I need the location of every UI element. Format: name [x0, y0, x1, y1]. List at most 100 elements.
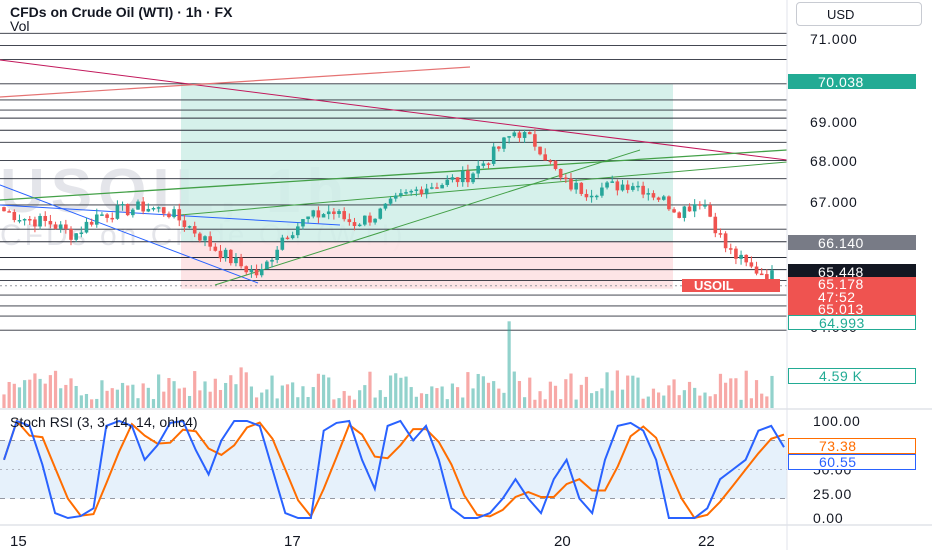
candle [53, 224, 58, 229]
volume-bar [765, 396, 769, 408]
candle [110, 217, 115, 220]
currency-selector[interactable]: USD [796, 2, 922, 26]
volume-bar [33, 373, 37, 408]
candle [203, 236, 207, 241]
candle [100, 214, 104, 216]
volume-bar [280, 385, 284, 408]
volume-bar [522, 397, 527, 408]
trend-line [0, 149, 788, 201]
volume-bar [285, 384, 290, 408]
candle [357, 224, 362, 227]
candle [435, 187, 439, 189]
candle [594, 195, 599, 198]
volume-bar [703, 392, 707, 408]
candle [569, 178, 573, 190]
candle [275, 249, 279, 260]
volume-bar [553, 385, 558, 408]
volume-bar [275, 398, 279, 408]
volume-bar [12, 383, 16, 408]
volume-bar [270, 375, 274, 408]
candle [548, 160, 553, 163]
candle [198, 233, 202, 241]
candle [677, 212, 682, 218]
candle [589, 195, 594, 198]
volume-bar [388, 375, 393, 408]
volume-bar [291, 382, 295, 408]
candle [228, 249, 233, 264]
volume-bar [234, 384, 238, 408]
volume-bar [115, 389, 119, 408]
candle [285, 237, 290, 240]
candle [105, 214, 109, 218]
candle [182, 220, 187, 227]
candle [656, 197, 661, 200]
volume-bar [105, 390, 109, 408]
time-axis-label: 22 [698, 533, 715, 550]
volume-bar [327, 377, 331, 408]
candle [316, 210, 321, 218]
candle [445, 179, 450, 185]
volume-bar [533, 399, 537, 408]
volume-bar [342, 391, 346, 408]
volume-bar [698, 395, 702, 408]
price-tick-label: 71.000 [810, 31, 858, 47]
stoch-k-tag: 73.38 [788, 438, 916, 454]
volume-bar [435, 388, 439, 408]
candle [460, 170, 465, 183]
volume-bar [126, 385, 130, 408]
trend-line [0, 59, 788, 161]
price-tick-label: 69.000 [810, 114, 858, 130]
candle [22, 219, 27, 221]
volume-bar [203, 381, 207, 408]
candle [636, 185, 640, 188]
candle [156, 207, 161, 209]
candle [455, 177, 460, 183]
volume-bar [120, 382, 125, 408]
candle [223, 249, 228, 259]
candle [352, 222, 357, 227]
candle [12, 211, 17, 221]
candle [321, 214, 326, 218]
candle [136, 201, 140, 210]
volume-bar [543, 399, 547, 408]
candle [208, 236, 212, 247]
volume-bar [646, 396, 650, 408]
volume-bar [394, 373, 398, 408]
volume-bar [620, 389, 625, 408]
candle [172, 209, 176, 218]
volume-bar [574, 399, 578, 408]
candle [306, 216, 310, 220]
volume-bar [74, 385, 78, 408]
volume-bar [718, 373, 723, 408]
volume-bar [90, 399, 94, 408]
volume-bar [760, 393, 764, 408]
candle [378, 208, 383, 219]
candle [213, 246, 218, 251]
candle [682, 206, 687, 218]
volume-bar [100, 380, 104, 408]
volume-bar [667, 385, 671, 408]
volume-bar [177, 388, 181, 408]
volume-bar [321, 374, 326, 408]
volume-bar [724, 382, 728, 408]
candle [512, 132, 517, 137]
stoch-k-line [3, 419, 785, 520]
candle [326, 211, 331, 215]
candle [754, 266, 759, 274]
volume-bar [461, 397, 465, 408]
volume-bar [383, 396, 388, 408]
candle [295, 226, 300, 236]
candle [383, 203, 388, 209]
candle [33, 219, 37, 227]
volume-bar [64, 384, 68, 408]
volume-bar [481, 376, 485, 408]
volume-bar [497, 388, 501, 408]
candle [187, 226, 192, 228]
candle [94, 214, 99, 225]
volume-bar [110, 388, 114, 408]
volume-bar [430, 386, 434, 408]
candle [177, 209, 182, 221]
volume-bar [69, 378, 73, 408]
candle [667, 196, 671, 210]
